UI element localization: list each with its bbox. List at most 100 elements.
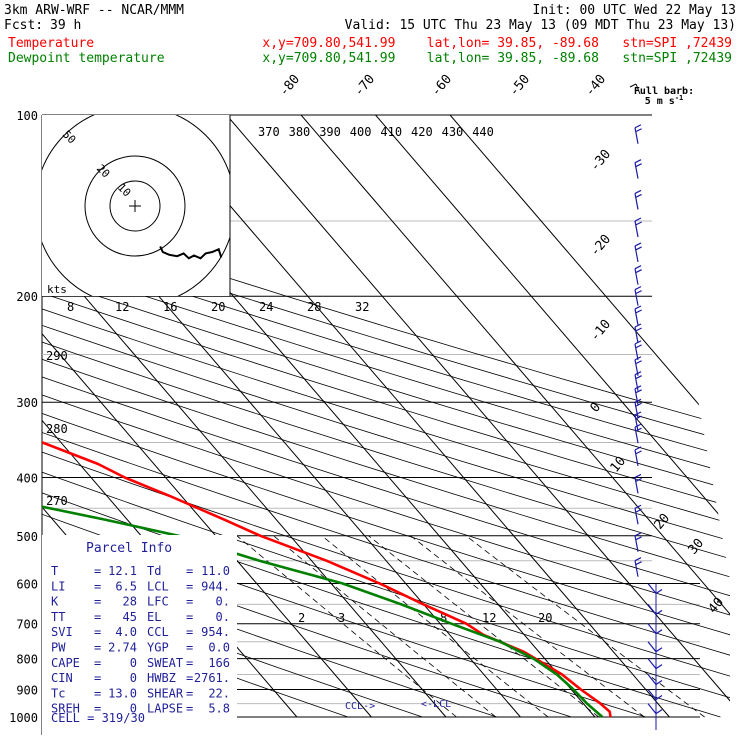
parcel-value: 0. bbox=[216, 610, 230, 624]
wind-legend-value: 5 m s-1 bbox=[645, 94, 684, 107]
mixing-ratio-label: 28 bbox=[307, 300, 321, 314]
parcel-label: Tc bbox=[51, 686, 65, 700]
parcel-value: 2761. bbox=[194, 671, 230, 685]
pressure-label-500: 500 bbox=[16, 530, 38, 544]
wind-barb bbox=[634, 124, 642, 144]
parcel-label: LI bbox=[51, 579, 65, 593]
wind-barb bbox=[634, 286, 642, 306]
parcel-eq: = bbox=[94, 564, 101, 578]
dry-adiabat bbox=[42, 115, 730, 718]
parcel-label: SVI bbox=[51, 625, 73, 639]
dewpoint-station-info: x,y=709.80,541.99 lat,lon= 39.85, -89.68… bbox=[262, 51, 732, 66]
hodograph-unit-label: kts bbox=[47, 283, 67, 296]
pressure-label-600: 600 bbox=[16, 577, 38, 591]
isotherm-label: -80 bbox=[277, 72, 304, 100]
mixing-ratio-line bbox=[465, 535, 705, 718]
isotherm bbox=[226, 115, 730, 718]
parcel-value: 0.0 bbox=[208, 641, 230, 655]
parcel-eq: = bbox=[186, 595, 193, 609]
mixing-ratio-line bbox=[236, 535, 457, 718]
isotherm bbox=[42, 115, 447, 718]
parcel-value: 0. bbox=[216, 595, 230, 609]
parcel-label: PW bbox=[51, 641, 66, 655]
temperature-station-info: x,y=709.80,541.99 lat,lon= 39.85, -89.68… bbox=[262, 36, 732, 51]
parcel-label: EL bbox=[147, 610, 161, 624]
parcel-info-row: Tc = 13.0 SHEAR = 22. bbox=[51, 686, 230, 700]
parcel-info-row: CAPE = 0 SWEAT = 166 bbox=[51, 656, 230, 670]
wind-barb bbox=[634, 242, 642, 263]
dewpoint-profile bbox=[42, 115, 604, 718]
parcel-eq: = bbox=[186, 686, 193, 700]
wind-barb bbox=[634, 557, 642, 577]
mixing-ratio-line bbox=[273, 535, 497, 718]
mixing-ratio-label-low: 3 bbox=[338, 611, 345, 625]
parcel-value: 6.5 bbox=[115, 579, 137, 593]
dry-adiabat bbox=[42, 115, 730, 718]
isotherm-label: -70 bbox=[352, 72, 379, 100]
parcel-label: TT bbox=[51, 610, 65, 624]
parcel-info-background bbox=[42, 535, 237, 735]
pressure-label-700: 700 bbox=[16, 618, 38, 632]
wind-barb bbox=[634, 423, 642, 444]
parcel-label: Td bbox=[147, 564, 161, 578]
parcel-label: LCL bbox=[147, 579, 169, 593]
mixing-ratio-label: 12 bbox=[115, 300, 129, 314]
parcel-value: 13.0 bbox=[108, 686, 137, 700]
isotherm-label: 20 bbox=[652, 511, 674, 533]
wind-barb bbox=[634, 189, 642, 210]
dry-adiabat bbox=[42, 115, 730, 718]
parcel-value: 11.0 bbox=[201, 564, 230, 578]
wind-legend-barb-icon bbox=[629, 83, 641, 95]
mixing-ratio-label: 20 bbox=[211, 300, 225, 314]
parcel-cell-value: CELL = 319/30 bbox=[51, 711, 145, 725]
parcel-eq: = bbox=[94, 625, 101, 639]
model-title: 3km ARW-WRF -- NCAR/MMM bbox=[4, 3, 184, 18]
parcel-info-row: LI = 6.5 LCL = 944. bbox=[51, 579, 230, 593]
parcel-value: 22. bbox=[208, 686, 230, 700]
dry-adiabat bbox=[42, 115, 423, 718]
parcel-value: 28 bbox=[123, 595, 137, 609]
parcel-value: 45 bbox=[123, 610, 137, 624]
isotherm bbox=[375, 115, 730, 718]
parcel-eq: = bbox=[94, 686, 101, 700]
mixing-ratio-label: 16 bbox=[163, 300, 177, 314]
isotherm bbox=[449, 115, 730, 718]
adiabat-label: 290 bbox=[46, 349, 68, 363]
parcel-value: 0 bbox=[130, 656, 137, 670]
parcel-label: CIN bbox=[51, 671, 73, 685]
parcel-label: YGP bbox=[147, 641, 169, 655]
pressure-label-900: 900 bbox=[16, 683, 38, 697]
dry-adiabat bbox=[42, 115, 730, 718]
wind-legend-title: Full barb: bbox=[634, 86, 694, 97]
dry-adiabat bbox=[42, 115, 730, 718]
forecast-label: Fcst: bbox=[4, 18, 43, 33]
isotherm-label: -20 bbox=[588, 232, 615, 260]
parcel-label: LAPSE bbox=[147, 702, 183, 716]
parcel-label: K bbox=[51, 595, 59, 609]
isotherm-label: 10 bbox=[608, 454, 630, 476]
parcel-label: CAPE bbox=[51, 656, 80, 670]
wind-barb bbox=[634, 340, 642, 360]
hodograph-ring bbox=[109, 180, 161, 232]
parcel-label: HWBZ bbox=[147, 671, 176, 685]
isotherm-label: 30 bbox=[686, 536, 708, 558]
dry-adiabat bbox=[42, 115, 730, 718]
mixing-ratio-label-low: 8 bbox=[440, 611, 447, 625]
parcel-info-row: SREH = 0 LAPSE = 5.8 bbox=[51, 702, 230, 716]
mixing-ratio-label-low: 12 bbox=[482, 611, 496, 625]
isotherm-label: -50 bbox=[507, 72, 534, 100]
parcel-info-row: K = 28 LFC = 0. bbox=[51, 595, 230, 609]
parcel-info-row: TT = 45 EL = 0. bbox=[51, 610, 230, 624]
wind-barb bbox=[647, 703, 663, 715]
parcel-eq: = bbox=[186, 625, 193, 639]
ccl-marker: CCL-> bbox=[345, 701, 375, 712]
parcel-value: 0 bbox=[130, 671, 137, 685]
parcel-label: CCL bbox=[147, 625, 169, 639]
dry-adiabat bbox=[42, 115, 730, 718]
theta-label: 390 bbox=[319, 125, 341, 139]
valid-time: Valid: 15 UTC Thu 23 May 13 (09 MDT Thu … bbox=[345, 18, 736, 33]
mixing-ratio-label: 32 bbox=[355, 300, 369, 314]
isotherm bbox=[300, 115, 730, 718]
